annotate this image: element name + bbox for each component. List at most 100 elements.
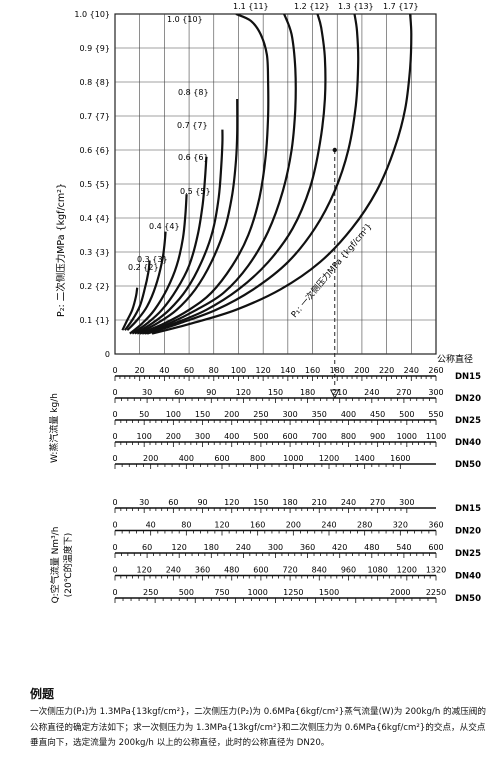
air-row-name: DN20 bbox=[455, 527, 481, 537]
pressure-curves bbox=[121, 14, 413, 400]
steam-tick-label: 400 bbox=[224, 432, 239, 441]
steam-tick-label: 270 bbox=[396, 388, 411, 397]
air-tick-label: 1000 bbox=[247, 588, 267, 597]
air-tick-label: 840 bbox=[312, 566, 327, 575]
series-curve bbox=[141, 14, 297, 335]
air-tick-label: 40 bbox=[146, 521, 156, 530]
curve-labels: 0.2 {2}0.3 {3} 0.4 {4} 0.5 {5} 0.6 {6} 0.7 {… bbox=[128, 2, 419, 272]
air-tick-label: 240 bbox=[166, 566, 181, 575]
series-curve bbox=[136, 98, 239, 335]
example-section: 例题 一次侧压力(P₁)为 1.3MPa{13kgf/cm²}，二次侧压力(P₂… bbox=[30, 685, 492, 752]
air-tick-label: 90 bbox=[197, 498, 207, 507]
air-tick-label: 600 bbox=[428, 543, 443, 552]
air-tick-label: 240 bbox=[321, 521, 336, 530]
air-tick-label: 210 bbox=[312, 498, 327, 507]
curve-label: 0.2 {2} bbox=[128, 263, 159, 272]
steam-tick-label: 220 bbox=[379, 366, 394, 375]
steam-tick-label: 1600 bbox=[390, 454, 410, 463]
flow-scales: 0 20 40 60 80 100 120 140 160 180 200 220 240 260 DN15… bbox=[112, 366, 481, 604]
air-tick-label: 60 bbox=[168, 498, 178, 507]
steam-tick-label: 450 bbox=[370, 410, 385, 419]
series-curve bbox=[139, 14, 270, 335]
steam-tick-label: 260 bbox=[428, 366, 443, 375]
air-tick-label: 1500 bbox=[319, 588, 339, 597]
air-tick-label: 160 bbox=[250, 521, 265, 530]
curve-label: 0.5 {5} bbox=[180, 187, 211, 196]
steam-tick-label: 1000 bbox=[397, 432, 417, 441]
steam-flow-title: W:蒸汽流量 kg/h bbox=[48, 393, 60, 463]
air-tick-label: 600 bbox=[253, 566, 268, 575]
curve-label-top: 1.2 {12} bbox=[294, 2, 330, 11]
curve-label: 1.0 {10} bbox=[167, 15, 203, 24]
series-curve bbox=[144, 14, 327, 335]
steam-tick-label: 200 bbox=[354, 366, 369, 375]
series-curve bbox=[151, 14, 413, 335]
steam-tick-label: 100 bbox=[231, 366, 246, 375]
air-flow-subtitle: (20℃的温度下) bbox=[62, 533, 74, 598]
steam-tick-label: 140 bbox=[280, 366, 295, 375]
air-tick-label: 180 bbox=[204, 543, 219, 552]
air-tick-label: 240 bbox=[236, 543, 251, 552]
air-tick-label: 320 bbox=[393, 521, 408, 530]
air-tick-label: 300 bbox=[399, 498, 414, 507]
y-tick-label: 0.3 {3} bbox=[79, 248, 110, 257]
steam-tick-label: 300 bbox=[195, 432, 210, 441]
series-curve bbox=[124, 260, 151, 331]
air-tick-label: 150 bbox=[253, 498, 268, 507]
steam-tick-label: 250 bbox=[253, 410, 268, 419]
x-axis-title: 公称直径 bbox=[437, 353, 473, 365]
steam-row-name: DN20 bbox=[455, 394, 481, 404]
y-tick-label: 0.8 {8} bbox=[79, 78, 110, 87]
steam-tick-label: 300 bbox=[428, 388, 443, 397]
air-tick-label: 500 bbox=[179, 588, 194, 597]
steam-row-name: DN40 bbox=[455, 438, 481, 448]
curve-label-top: 1.3 {13} bbox=[338, 2, 374, 11]
y-axis-tick-labels: 0 0.1 {1} 0.2 {2} 0.3 {3} 0.4 {4} 0.5 {5} 0.6 … bbox=[74, 10, 110, 359]
series-curve bbox=[126, 231, 167, 331]
steam-tick-label: 600 bbox=[214, 454, 229, 463]
steam-tick-label: 800 bbox=[250, 454, 265, 463]
air-tick-label: 240 bbox=[341, 498, 356, 507]
steam-tick-label: 400 bbox=[341, 410, 356, 419]
steam-row-name: DN50 bbox=[455, 460, 481, 470]
steam-tick-label: 50 bbox=[139, 410, 149, 419]
air-tick-label: 30 bbox=[139, 498, 149, 507]
steam-tick-label: 90 bbox=[206, 388, 216, 397]
air-tick-label: 270 bbox=[370, 498, 385, 507]
example-arrow bbox=[330, 389, 340, 400]
steam-tick-label: 60 bbox=[174, 388, 184, 397]
air-tick-label: 0 bbox=[112, 566, 117, 575]
series-curve bbox=[129, 194, 188, 335]
air-tick-label: 60 bbox=[142, 543, 152, 552]
air-tick-label: 120 bbox=[172, 543, 187, 552]
steam-tick-label: 550 bbox=[428, 410, 443, 419]
air-tick-label: 200 bbox=[286, 521, 301, 530]
air-row-name: DN15 bbox=[455, 504, 481, 514]
steam-tick-label: 120 bbox=[256, 366, 271, 375]
steam-tick-label: 700 bbox=[312, 432, 327, 441]
air-tick-label: 2250 bbox=[426, 588, 446, 597]
y-tick-label: 0.5 {5} bbox=[79, 180, 110, 189]
curve-label: 0.4 {4} bbox=[149, 222, 180, 231]
steam-tick-label: 1100 bbox=[426, 432, 446, 441]
p1-axis-label: P₁: 一次侧压力MPa {kgf/cm²} bbox=[289, 221, 375, 320]
curve-label-top: 1.7 {17} bbox=[383, 2, 419, 11]
steam-tick-label: 0 bbox=[112, 432, 117, 441]
air-tick-label: 360 bbox=[195, 566, 210, 575]
y-axis-title: P₂: 二次侧压力MPa {kgf/cm²} bbox=[55, 183, 67, 317]
steam-tick-label: 0 bbox=[112, 410, 117, 419]
pressure-flow-chart: 00.1 {1}0.2 {2}0.3 {3}0.4 {4}0.5 {5}0.6 … bbox=[48, 2, 481, 604]
y-tick-label: 0.4 {4} bbox=[79, 214, 110, 223]
air-tick-label: 250 bbox=[143, 588, 158, 597]
steam-tick-label: 60 bbox=[184, 366, 194, 375]
steam-tick-label: 1000 bbox=[283, 454, 303, 463]
air-tick-label: 360 bbox=[428, 521, 443, 530]
air-tick-label: 720 bbox=[282, 566, 297, 575]
steam-row-name: DN25 bbox=[455, 416, 481, 426]
steam-tick-label: 180 bbox=[300, 388, 315, 397]
air-tick-label: 960 bbox=[341, 566, 356, 575]
air-tick-label: 0 bbox=[112, 543, 117, 552]
air-tick-label: 0 bbox=[112, 498, 117, 507]
curve-label: 0.3 {3} bbox=[137, 255, 168, 264]
air-tick-label: 750 bbox=[214, 588, 229, 597]
